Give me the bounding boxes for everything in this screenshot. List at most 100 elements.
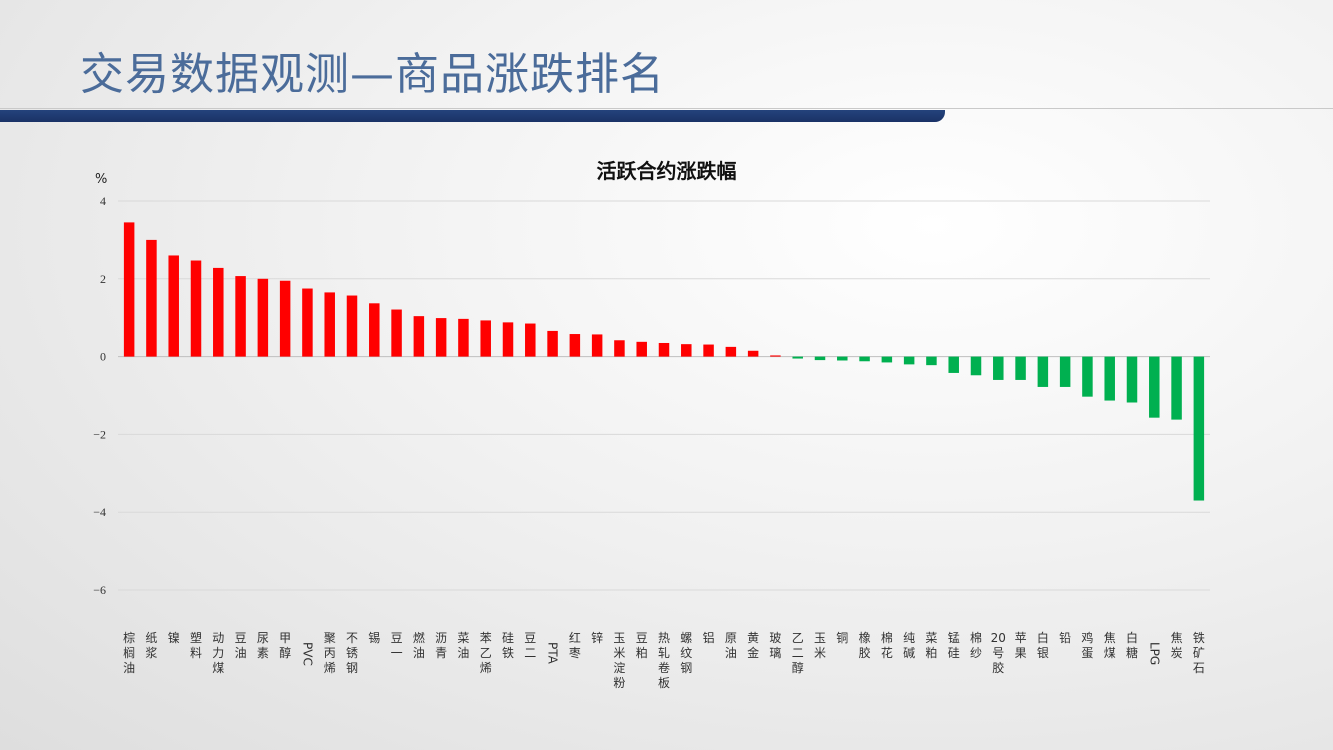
- y-tick-label: 2: [100, 272, 106, 286]
- x-category-label: 苯乙烯: [480, 631, 492, 675]
- y-tick-label: −6: [93, 583, 106, 597]
- bar: [213, 267, 224, 357]
- bar: [658, 342, 670, 357]
- x-category-label: 棉花: [881, 631, 893, 660]
- x-category-label: 玉米: [814, 631, 826, 660]
- bar: [324, 292, 335, 357]
- x-category-label: 橡胶: [859, 631, 871, 660]
- y-tick-label: −2: [93, 427, 106, 441]
- bar: [725, 346, 737, 357]
- bar: [302, 288, 313, 357]
- x-category-label: 菜粕: [925, 631, 937, 660]
- bar: [1059, 356, 1071, 387]
- bar: [614, 340, 625, 357]
- x-category-label: 镍: [168, 631, 180, 645]
- x-category-label: 动力煤: [212, 631, 224, 675]
- x-category-label: 锰硅: [948, 630, 960, 660]
- bar: [346, 295, 358, 357]
- bar: [1082, 356, 1093, 397]
- x-category-label: LPG: [1147, 642, 1161, 665]
- x-category-label: 豆粕: [636, 631, 648, 660]
- x-category-label: 锡: [368, 630, 380, 645]
- bar: [257, 278, 269, 357]
- x-category-label: 硅铁: [502, 631, 514, 660]
- bar: [903, 356, 915, 365]
- x-category-label: 菜油: [457, 631, 469, 660]
- x-category-label: 黄金: [747, 631, 759, 660]
- x-category-label: 苹果: [1015, 631, 1027, 660]
- x-category-label: 燃油: [413, 630, 425, 660]
- bar: [502, 322, 514, 357]
- x-category-label: 白糖: [1126, 630, 1138, 660]
- header-band: [0, 110, 945, 122]
- bar: [770, 355, 781, 357]
- header-divider: [0, 108, 1333, 109]
- y-tick-label: 4: [100, 194, 106, 208]
- x-category-label: 豆油: [235, 631, 247, 660]
- bar: [926, 356, 937, 366]
- y-tick-label: 0: [100, 350, 106, 364]
- bar: [1149, 356, 1160, 418]
- x-category-label: 棕榈油: [123, 630, 135, 675]
- x-category-label: 焦炭: [1171, 631, 1183, 660]
- bar: [123, 222, 135, 357]
- y-tick-label: −4: [93, 505, 106, 519]
- bar: [859, 356, 870, 362]
- bar: [190, 260, 202, 357]
- bar: [168, 255, 179, 357]
- bar: [970, 356, 982, 376]
- x-category-label: 棉纱: [970, 631, 982, 660]
- x-category-label: 铅: [1059, 631, 1071, 645]
- bar: [391, 309, 402, 357]
- bar: [681, 344, 692, 357]
- bar: [1126, 356, 1138, 403]
- x-category-label: 豆一: [391, 631, 403, 660]
- y-axis-unit: %: [95, 172, 108, 187]
- x-category-label: 白银: [1037, 630, 1049, 660]
- bar: [235, 276, 246, 357]
- bar: [881, 356, 893, 363]
- x-category-label: 玻璃: [769, 631, 781, 660]
- bar: [1015, 356, 1026, 380]
- x-category-label: 热轧卷板: [658, 631, 670, 690]
- x-category-label: 沥青: [435, 631, 447, 660]
- bar: [792, 356, 803, 359]
- x-category-label: 原油: [725, 631, 737, 660]
- bar: [747, 350, 759, 357]
- x-category-label: 豆二: [524, 631, 536, 660]
- x-category-label: 尿素: [257, 631, 269, 660]
- bar: [636, 341, 647, 357]
- bar: [146, 239, 157, 357]
- x-category-label: 不锈钢: [346, 631, 358, 675]
- bar: [1171, 356, 1182, 420]
- x-category-label: 甲醇: [279, 631, 291, 660]
- bar: [1193, 356, 1205, 501]
- bar: [591, 334, 603, 357]
- x-category-label: PVC: [300, 642, 314, 666]
- x-category-label: 鸡蛋: [1081, 630, 1093, 660]
- bar: [1104, 356, 1115, 401]
- bar: [814, 356, 826, 361]
- bar: [948, 356, 959, 373]
- bar: [369, 303, 380, 357]
- x-category-label: 红枣: [569, 630, 581, 660]
- bar: [413, 316, 425, 357]
- x-category-label: 20 号胶: [991, 631, 1006, 675]
- x-category-label: 焦煤: [1104, 631, 1116, 660]
- x-category-label: 聚丙烯: [324, 631, 336, 675]
- bar: [547, 330, 558, 357]
- x-category-label: 塑料: [190, 630, 202, 660]
- bar: [837, 356, 848, 361]
- bar: [703, 344, 714, 357]
- bar: [993, 356, 1004, 380]
- page-title: 交易数据观测—商品涨跌排名: [80, 49, 665, 100]
- bar: [569, 334, 581, 357]
- x-category-label: 铁矿石: [1193, 631, 1205, 675]
- bar: [480, 320, 491, 357]
- x-category-label: 纸浆: [145, 631, 157, 660]
- x-category-label: 螺纹钢: [680, 631, 692, 675]
- bar: [279, 280, 291, 357]
- bar: [435, 318, 447, 357]
- x-category-label: 铝: [703, 630, 715, 645]
